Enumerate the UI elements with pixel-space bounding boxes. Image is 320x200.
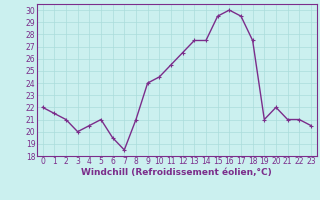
X-axis label: Windchill (Refroidissement éolien,°C): Windchill (Refroidissement éolien,°C)	[81, 168, 272, 177]
